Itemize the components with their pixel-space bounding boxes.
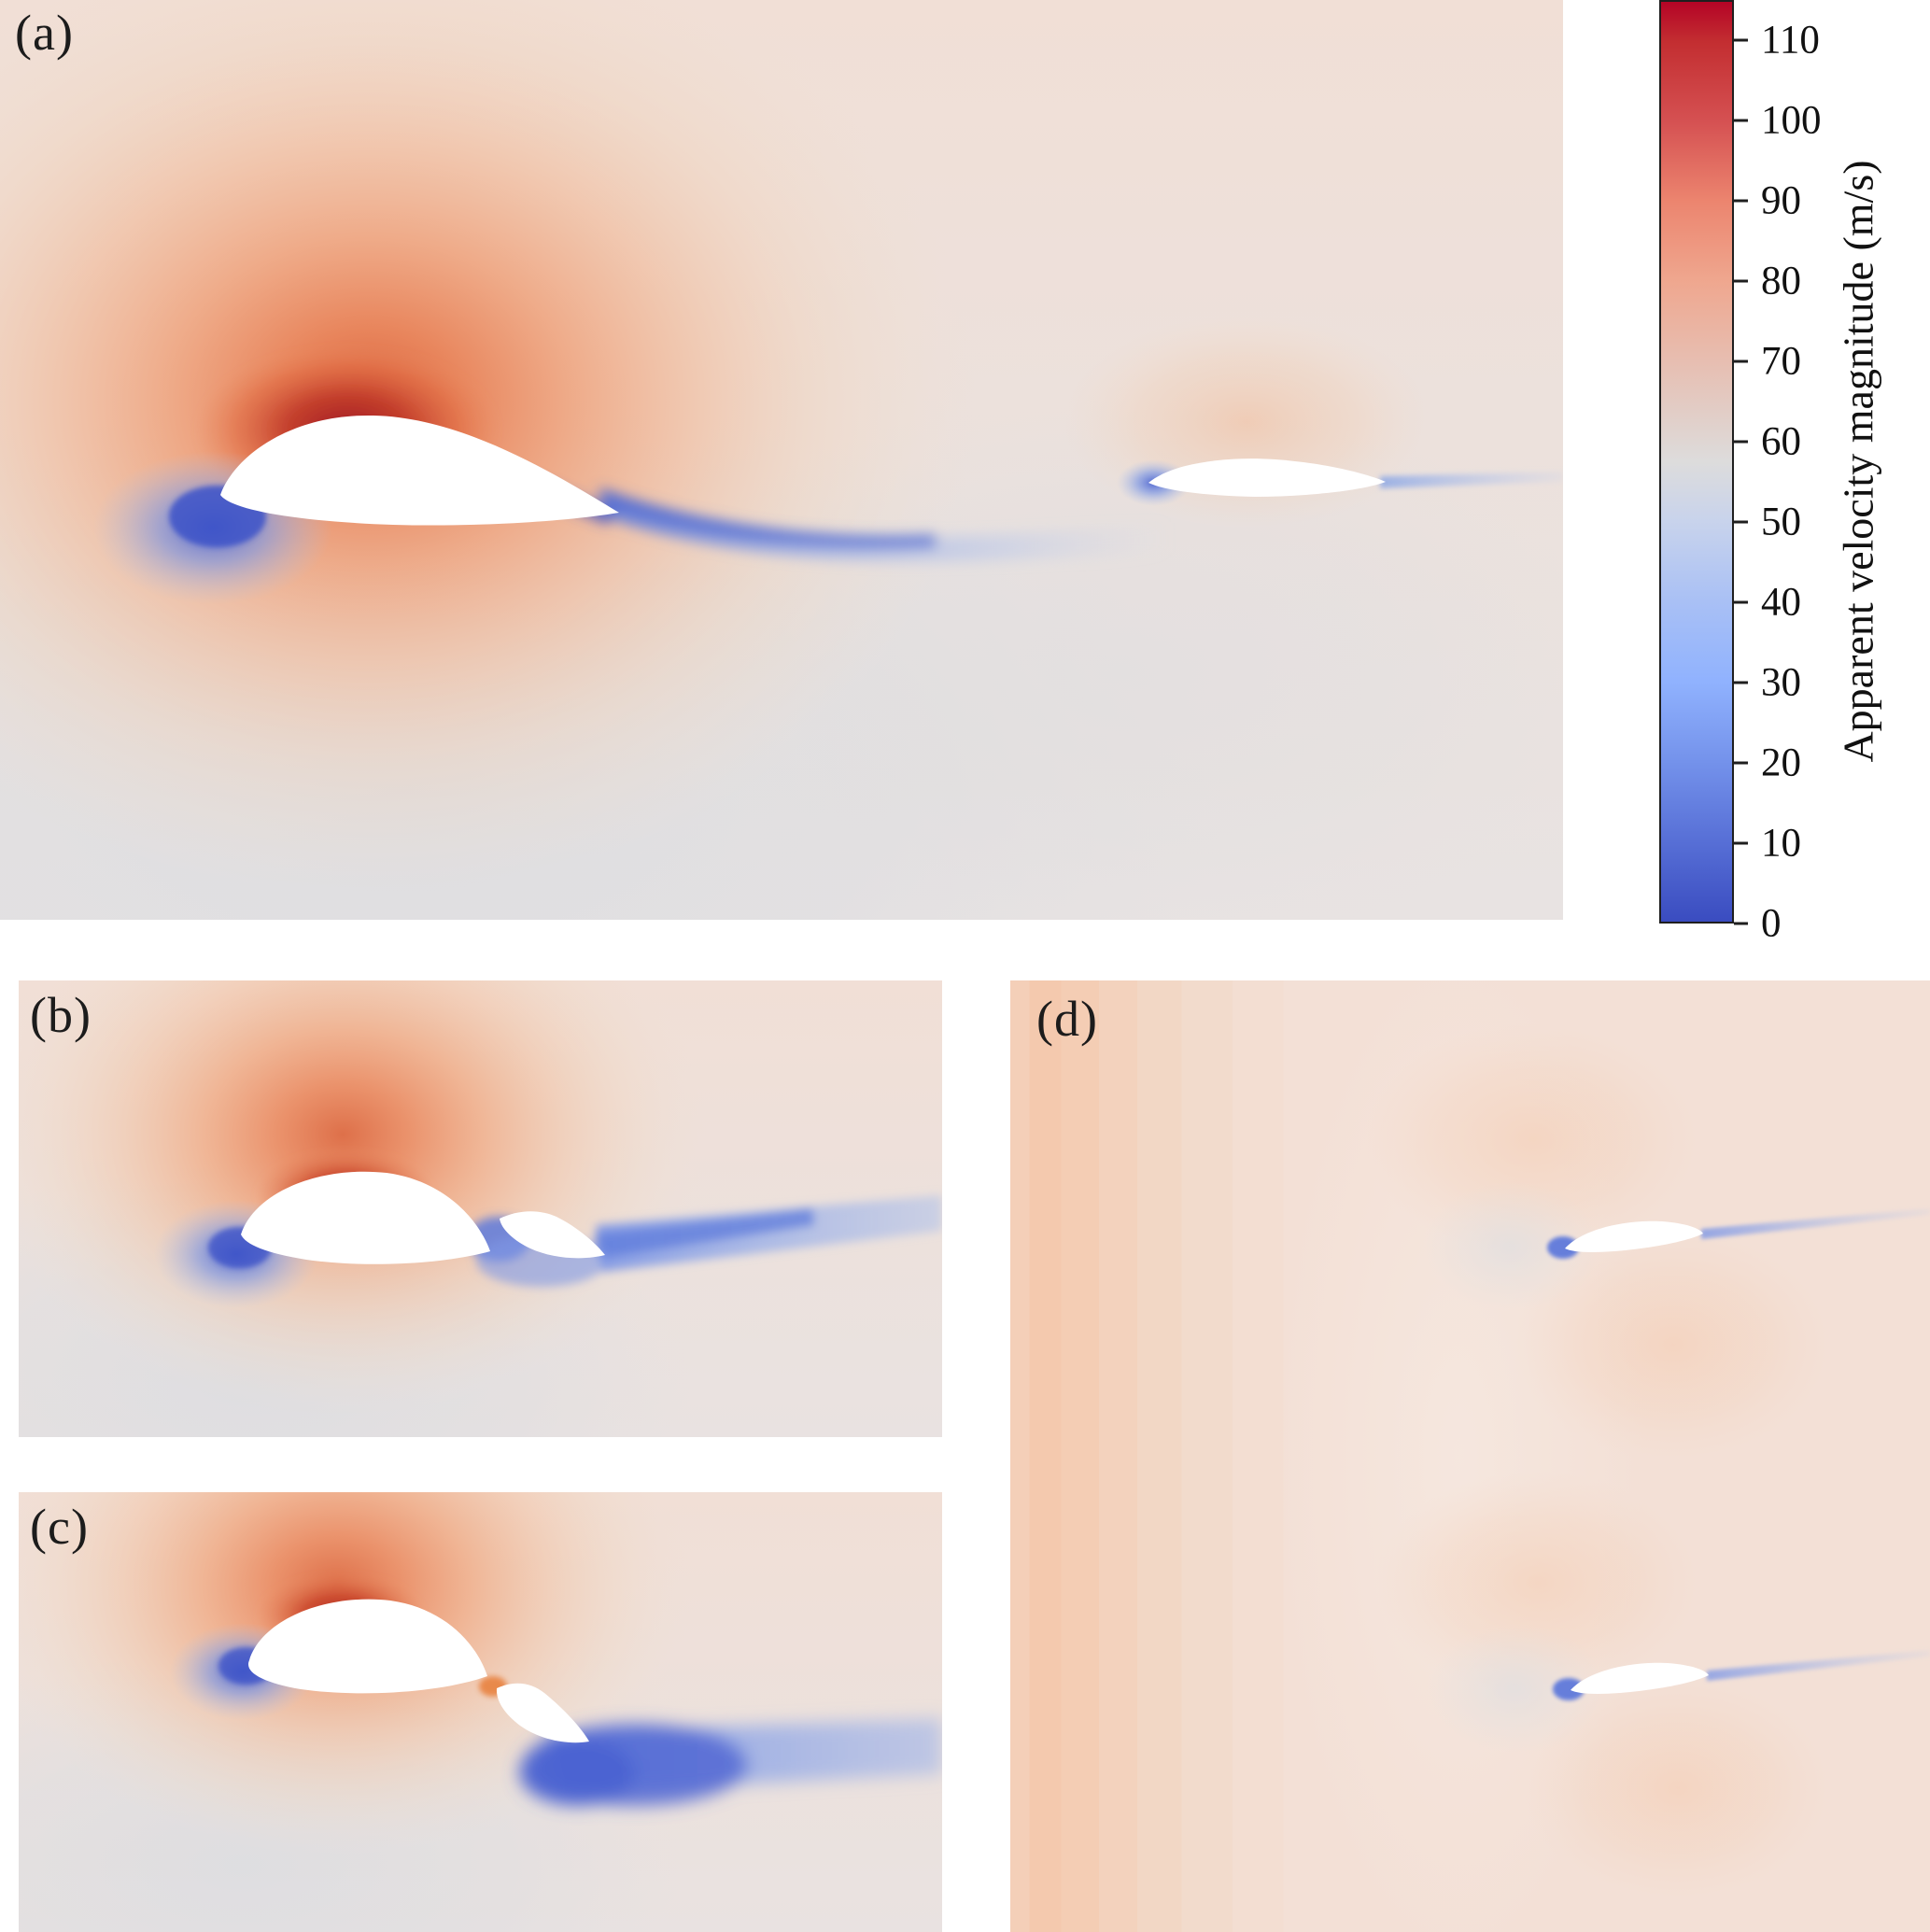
orange-patch bbox=[1374, 1471, 1701, 1695]
colorbar-ticklabel: 0 bbox=[1761, 901, 1782, 946]
downstream-orange bbox=[1064, 315, 1429, 529]
flap-airfoil bbox=[496, 1683, 589, 1743]
panel-a-label: (a) bbox=[15, 5, 74, 61]
colorbar-tick: 110 bbox=[1734, 21, 1820, 61]
colorbar-title: Apparent velocity magnitude (m/s) bbox=[1834, 160, 1882, 763]
wake-upper bbox=[1701, 1208, 1930, 1239]
colorbar-ticklabel: 50 bbox=[1761, 500, 1801, 544]
colorbar-tickmark bbox=[1734, 360, 1748, 363]
panel-a-flowfield bbox=[0, 0, 1563, 920]
panel-c-label: (c) bbox=[30, 1499, 89, 1555]
upstream-airfoil bbox=[220, 415, 619, 526]
panel-c-flowfield bbox=[19, 1492, 942, 1932]
colorbar-tickmark bbox=[1734, 520, 1748, 524]
colorbar-ticklabel: 70 bbox=[1761, 339, 1801, 384]
colorbar-tickmark bbox=[1734, 279, 1748, 283]
main-airfoil bbox=[241, 1171, 490, 1264]
panel-d-flowfield bbox=[1010, 980, 1930, 1932]
panel-d: (d) bbox=[1010, 980, 1930, 1932]
gray-patch bbox=[1421, 1181, 1599, 1312]
colorbar-tickmark bbox=[1734, 119, 1748, 122]
colorbar-tickmark bbox=[1734, 922, 1748, 925]
colorbar-ticks: 0 10 20 30 40 50 60 70 80 90 100 110 bbox=[1734, 0, 1883, 944]
colorbar-tick: 100 bbox=[1734, 101, 1822, 141]
colorbar-ticklabel: 10 bbox=[1761, 821, 1801, 866]
stagnation-blue-upper bbox=[1547, 1236, 1579, 1259]
panel-d-label: (d) bbox=[1036, 991, 1098, 1047]
upper-airfoil bbox=[1565, 1220, 1703, 1252]
colorbar-ticklabel: 20 bbox=[1761, 740, 1801, 785]
orange-patch bbox=[1524, 1676, 1832, 1900]
gray-patch bbox=[1426, 1623, 1603, 1754]
colorbar-ticklabel: 60 bbox=[1761, 419, 1801, 464]
colorbar-ticklabel: 40 bbox=[1761, 580, 1801, 625]
panel-b-label: (b) bbox=[30, 987, 92, 1043]
colorbar-tick: 60 bbox=[1734, 422, 1801, 462]
wake-c bbox=[519, 1718, 942, 1806]
downstream-airfoil bbox=[1148, 458, 1386, 497]
colorbar-tick: 50 bbox=[1734, 502, 1801, 543]
flap-airfoil bbox=[500, 1211, 605, 1259]
panel-c: (c) bbox=[19, 1492, 942, 1932]
colorbar-ticklabel: 110 bbox=[1761, 18, 1820, 63]
panel-b-flowfield bbox=[19, 980, 942, 1437]
colorbar: 0 10 20 30 40 50 60 70 80 90 100 110 Apparent veloc… bbox=[1659, 0, 1930, 971]
colorbar-ticklabel: 90 bbox=[1761, 178, 1801, 223]
orange-patch bbox=[1514, 1228, 1832, 1461]
colorbar-tickmark bbox=[1734, 199, 1748, 203]
colorbar-tickmark bbox=[1734, 841, 1748, 845]
colorbar-ticklabel: 30 bbox=[1761, 660, 1801, 705]
colorbar-tickmark bbox=[1734, 761, 1748, 765]
colorbar-tickmark bbox=[1734, 600, 1748, 604]
colorbar-gradient bbox=[1659, 0, 1734, 924]
colorbar-tickmark bbox=[1734, 681, 1748, 684]
wake-lower bbox=[1707, 1650, 1930, 1681]
colorbar-tick: 0 bbox=[1734, 904, 1782, 944]
colorbar-tick: 30 bbox=[1734, 663, 1801, 703]
colorbar-tick: 40 bbox=[1734, 583, 1801, 623]
lower-airfoil bbox=[1571, 1662, 1709, 1694]
orange-patch bbox=[1365, 1022, 1701, 1256]
colorbar-ticklabel: 80 bbox=[1761, 259, 1801, 303]
colorbar-tick: 20 bbox=[1734, 743, 1801, 783]
colorbar-tick: 90 bbox=[1734, 181, 1801, 221]
downstream-wake bbox=[1380, 472, 1563, 488]
panel-a: (a) bbox=[0, 0, 1563, 920]
colorbar-ticklabel: 100 bbox=[1761, 98, 1822, 143]
panel-b: (b) bbox=[19, 980, 942, 1437]
colorbar-tick: 80 bbox=[1734, 261, 1801, 302]
colorbar-tick: 10 bbox=[1734, 824, 1801, 864]
stagnation-blue-lower bbox=[1553, 1678, 1585, 1700]
main-airfoil bbox=[247, 1599, 487, 1694]
colorbar-tickmark bbox=[1734, 440, 1748, 444]
colorbar-tick: 70 bbox=[1734, 342, 1801, 382]
colorbar-tickmark bbox=[1734, 38, 1748, 42]
